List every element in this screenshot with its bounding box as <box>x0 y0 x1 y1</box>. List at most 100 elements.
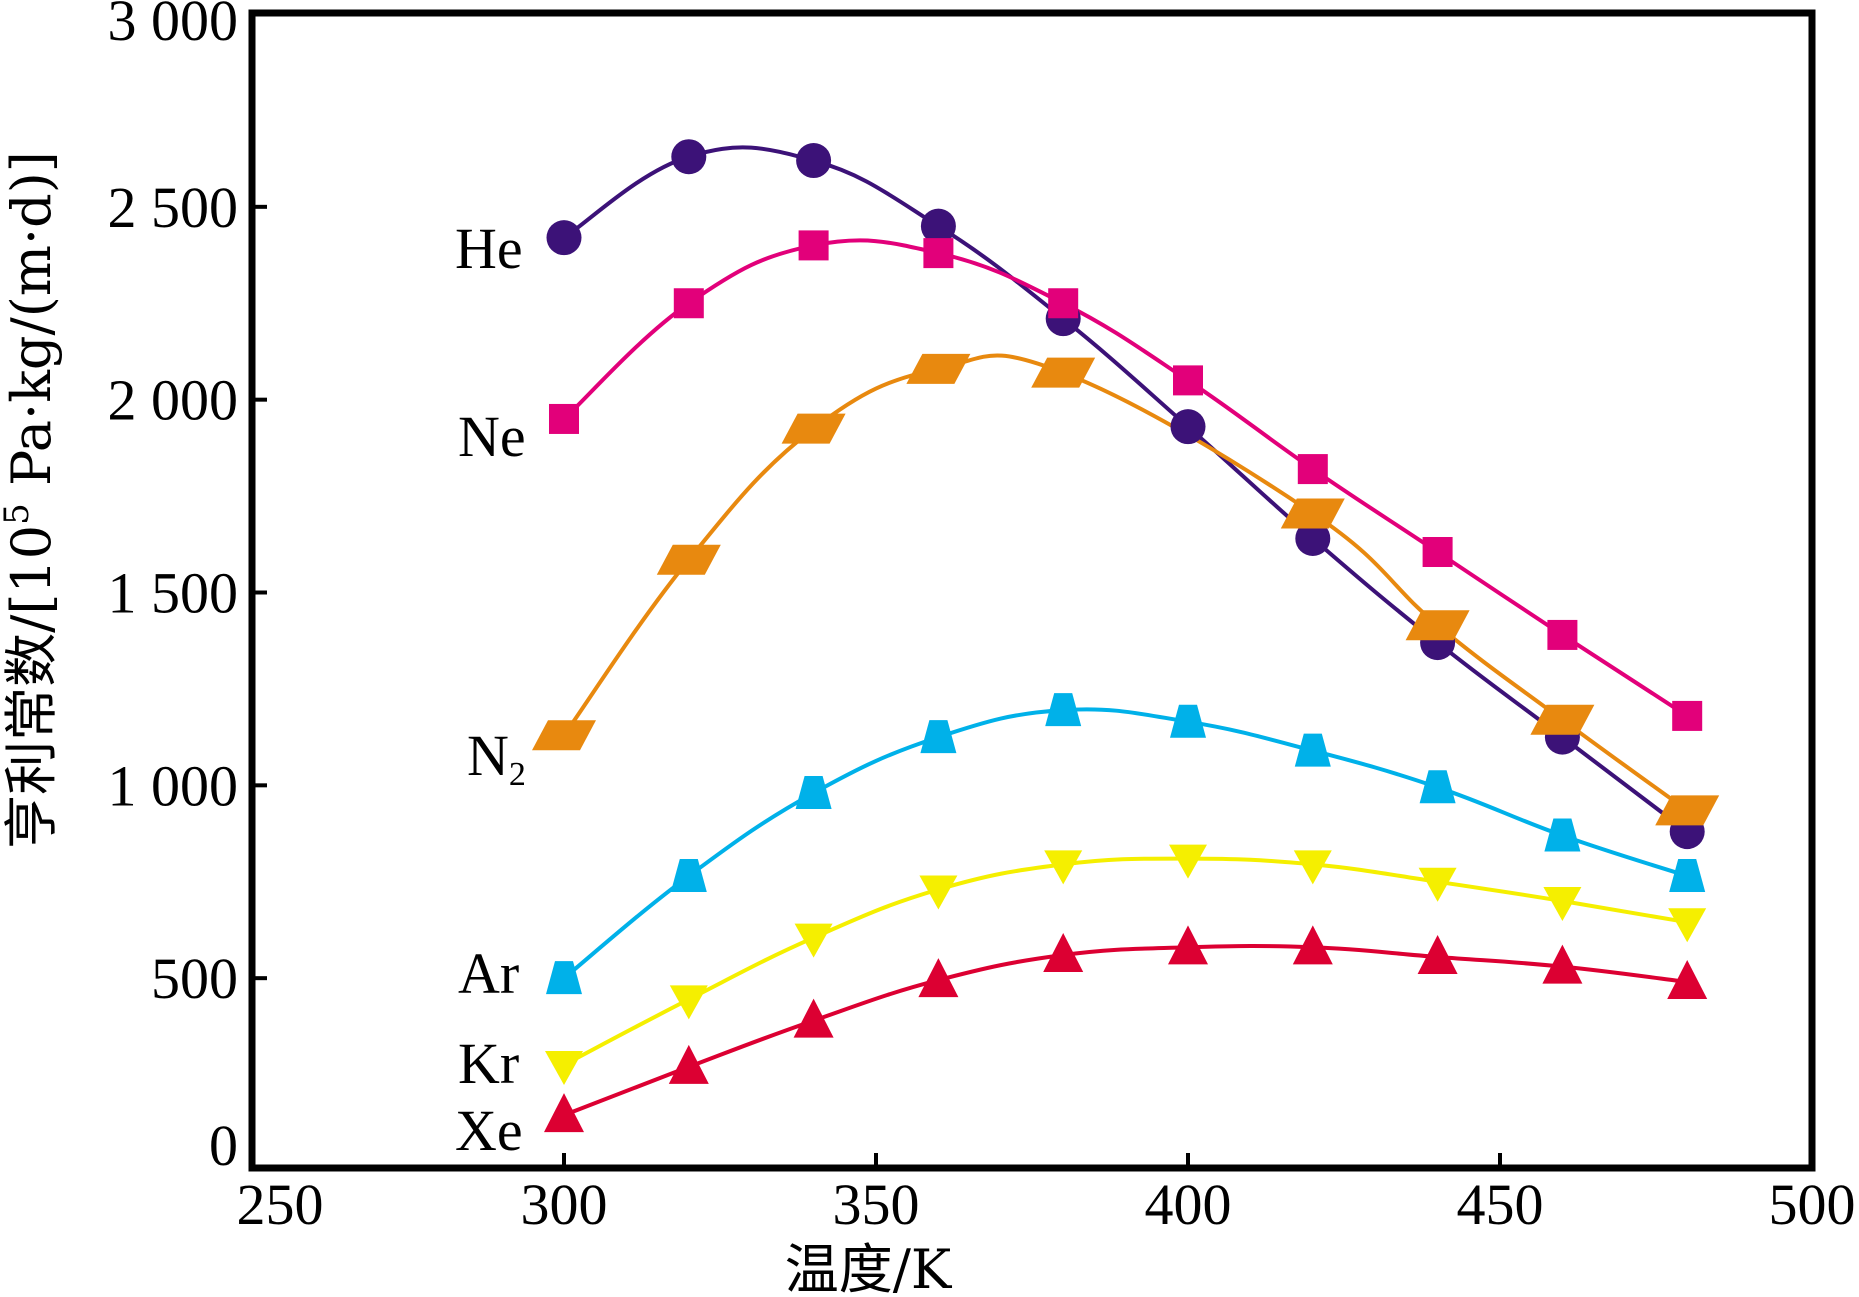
data-point-he-340 <box>796 143 832 179</box>
data-point-kr-480 <box>1668 908 1707 943</box>
y-tick-label: 0 <box>209 1113 238 1178</box>
series-label-main: Kr <box>458 1031 519 1096</box>
data-point-ne-420 <box>1297 454 1328 485</box>
data-point-ne-400 <box>1173 365 1203 396</box>
data-point-ne-460 <box>1547 619 1578 650</box>
data-point-ar-320 <box>670 858 707 892</box>
data-point-ne-320 <box>673 288 704 319</box>
data-point-ar-480 <box>1669 858 1706 892</box>
data-point-ne-300 <box>549 403 579 434</box>
series-label-ar: Ar <box>458 941 519 1006</box>
data-point-xe-440 <box>1417 934 1458 974</box>
data-point-xe-300 <box>544 1093 584 1133</box>
data-point-xe-380 <box>1043 933 1084 973</box>
series-label-main: Ar <box>458 941 519 1006</box>
data-point-xe-420 <box>1292 925 1333 965</box>
data-point-kr-460 <box>1543 887 1582 922</box>
data-point-he-360 <box>920 208 956 244</box>
data-point-he-320 <box>671 139 707 175</box>
series-label-kr: Kr <box>458 1031 519 1096</box>
y-axis-title-suffix: Pa·kg/(m·d)] <box>0 151 63 503</box>
series-markers <box>532 139 1720 1133</box>
data-point-xe-340 <box>793 998 834 1038</box>
data-point-n-440 <box>1405 610 1470 641</box>
y-axis-title: 亨利常数/[105 Pa·kg/(m·d)] <box>0 151 63 849</box>
plot-frame <box>248 9 1816 1172</box>
data-point-ar-400 <box>1170 704 1206 738</box>
data-point-ar-420 <box>1294 733 1331 767</box>
series-label-main: N <box>467 723 509 788</box>
series-label-main: He <box>455 216 523 281</box>
x-tick-label: 500 <box>1769 1172 1856 1237</box>
data-point-xe-320 <box>668 1044 709 1084</box>
data-point-n-380 <box>1031 357 1096 388</box>
series-curves <box>562 145 1689 1117</box>
data-point-kr-420 <box>1293 850 1332 885</box>
y-tick-labels: 0 500 1 000 1 500 2 000 2 500 3 000 <box>108 0 239 1178</box>
series-label-subscript: 2 <box>509 756 526 793</box>
series-line-kr <box>563 856 1688 1067</box>
series-line-ar <box>562 707 1688 980</box>
data-point-kr-380 <box>1044 850 1083 885</box>
y-tick-label: 3 000 <box>108 0 239 53</box>
y-tick-label: 1 000 <box>108 753 239 818</box>
data-point-n-340 <box>781 413 846 444</box>
x-axis-title: 温度/K <box>785 1238 953 1297</box>
data-point-n-300 <box>532 720 596 751</box>
data-point-he-400 <box>1170 409 1206 445</box>
x-tick-label: 250 <box>237 1172 324 1237</box>
data-point-ne-440 <box>1422 537 1453 568</box>
series-label-he: He <box>455 216 523 281</box>
data-point-kr-300 <box>545 1050 583 1085</box>
data-point-ar-440 <box>1419 770 1456 804</box>
y-axis-title-prefix: 亨利常数/[10 <box>0 525 63 849</box>
data-point-ne-340 <box>798 230 829 261</box>
series-label-n: N2 <box>467 723 526 793</box>
series-line-ne <box>562 238 1689 718</box>
data-point-n-460 <box>1530 704 1595 735</box>
data-point-xe-400 <box>1168 925 1208 965</box>
data-point-he-420 <box>1295 521 1331 557</box>
x-tick-label: 300 <box>521 1172 608 1237</box>
data-point-xe-480 <box>1667 960 1708 1000</box>
data-point-n-420 <box>1280 498 1345 529</box>
data-point-he-300 <box>546 220 582 256</box>
x-tick-label: 450 <box>1457 1172 1544 1237</box>
data-point-xe-360 <box>918 958 959 998</box>
data-point-ar-340 <box>795 776 832 810</box>
y-axis-title-superscript: 5 <box>0 503 37 525</box>
data-point-ne-480 <box>1672 700 1703 731</box>
series-line-n <box>562 353 1689 813</box>
data-point-n-320 <box>656 544 721 575</box>
data-point-n-480 <box>1655 795 1720 826</box>
x-tick-labels: 250 300 350 400 450 500 <box>237 1172 1856 1237</box>
series-label-main: Xe <box>455 1098 523 1163</box>
data-point-xe-460 <box>1542 944 1583 984</box>
y-tick-label: 2 000 <box>108 368 239 433</box>
data-point-ne-380 <box>1048 288 1079 319</box>
y-tick-label: 500 <box>151 946 238 1011</box>
data-point-kr-340 <box>794 923 833 958</box>
data-point-ar-380 <box>1045 693 1082 727</box>
data-point-kr-440 <box>1418 867 1457 902</box>
data-point-n-360 <box>906 353 971 384</box>
x-tick-label: 350 <box>833 1172 920 1237</box>
data-point-ar-360 <box>920 720 957 754</box>
data-point-ar-300 <box>546 961 582 995</box>
data-point-ne-360 <box>923 238 954 269</box>
series-label-ne: Ne <box>458 404 526 469</box>
series-label-main: Ne <box>458 404 526 469</box>
series-line-xe <box>563 944 1688 1117</box>
y-tick-label: 1 500 <box>108 561 239 626</box>
series-label-xe: Xe <box>455 1098 523 1163</box>
data-point-kr-320 <box>669 985 708 1020</box>
series-line-he <box>562 145 1689 834</box>
data-point-kr-360 <box>919 875 958 910</box>
axis-ticks <box>252 204 1502 1168</box>
x-tick-label: 400 <box>1145 1172 1232 1237</box>
y-tick-label: 2 500 <box>108 175 239 240</box>
data-point-kr-400 <box>1169 844 1207 879</box>
data-point-ar-460 <box>1544 818 1581 852</box>
